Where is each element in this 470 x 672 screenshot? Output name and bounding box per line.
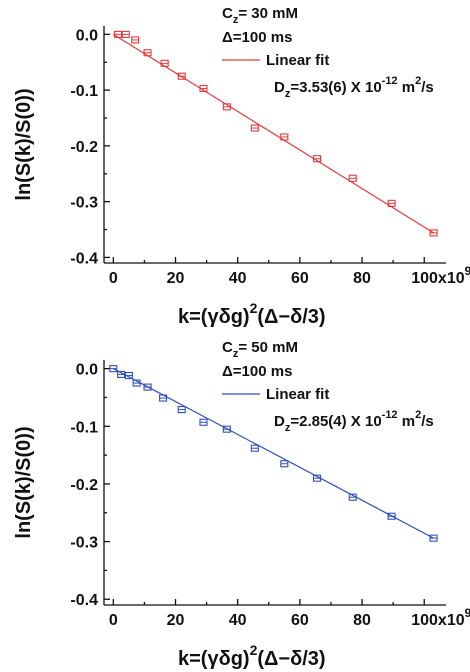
data-point [121, 30, 130, 38]
x-axis-title-tail: (Δ−δ/3) [257, 306, 325, 328]
annotation-concentration-symbol: C [222, 5, 233, 22]
annotation-diffusion-value: =2.85(4) X 10 [290, 413, 381, 430]
annotation-diffusion-value: =3.53(6) X 10 [290, 79, 381, 96]
x-tick-label: 80 [353, 270, 371, 287]
x-axis-title-main: k=(γδg) [178, 306, 250, 328]
data-point [429, 229, 438, 237]
data-point [143, 49, 152, 57]
legend-label: Linear fit [266, 52, 329, 69]
data-point [312, 474, 322, 482]
data-point [312, 155, 322, 163]
y-tick-label: 0.0 [76, 27, 98, 44]
y-tick-label: -0.3 [70, 535, 98, 552]
y-tick-label: -0.2 [70, 139, 98, 156]
x-axis-title-tail: (Δ−δ/3) [257, 648, 325, 670]
x-tick-label: 60 [291, 270, 309, 287]
annotation-concentration-sub: z [233, 14, 239, 26]
x-tick-label: 40 [229, 612, 247, 629]
data-point [132, 379, 141, 387]
y-tick-label: -0.4 [70, 250, 98, 267]
y-axis-title: ln(S(k)/S(0)) [13, 426, 35, 538]
y-tick-label: -0.1 [70, 419, 98, 436]
y-tick-label: -0.3 [70, 195, 98, 212]
data-point [387, 512, 396, 520]
annotation-diffusion-exp: -12 [382, 75, 398, 87]
y-tick-label: -0.2 [70, 477, 98, 494]
x-axis-title-exp: 2 [250, 642, 258, 658]
legend-label: Linear fit [266, 386, 329, 403]
x-tick-label: 40 [229, 270, 247, 287]
x-axis-title: k=(γδg)2(Δ−δ/3) [178, 642, 326, 670]
data-point [429, 534, 438, 542]
annotation-delta: Δ=100 ms [222, 363, 292, 380]
data-point [113, 30, 123, 38]
x-tick-label: 0 [109, 612, 118, 629]
y-tick-label: -0.1 [70, 83, 98, 100]
annotation-diffusion-unit-exp: 2 [415, 409, 421, 421]
data-point [222, 103, 231, 111]
annotation-diffusion-unit: m [398, 79, 416, 96]
data-point [143, 383, 152, 391]
data-point [199, 84, 208, 93]
x-axis-title-main: k=(γδg) [178, 648, 250, 670]
data-point [124, 372, 133, 380]
annotation-diffusion-symbol: D [274, 79, 285, 96]
y-tick-label: -0.4 [70, 592, 98, 609]
x-tick-label-text: 100x10 [411, 270, 464, 287]
x-tick-label: 20 [167, 270, 185, 287]
x-tick-label: 60 [291, 612, 309, 629]
x-tick-label: 100x109 [411, 606, 470, 629]
x-tick-exponent: 9 [465, 606, 470, 620]
annotation-diffusion-unit-exp: 2 [415, 75, 421, 87]
y-tick-label: 0.0 [76, 362, 98, 379]
x-tick-label: 20 [167, 612, 185, 629]
chart-panel-2: 0.0 -0.1 -0.2 -0.3 -0.4 0 20 40 60 80 100x109 ln(S(… [13, 339, 470, 670]
annotation-delta: Δ=100 ms [222, 29, 292, 46]
data-point [177, 72, 186, 80]
x-tick-label: 80 [353, 612, 371, 629]
x-tick-label-text: 100x10 [411, 612, 464, 629]
data-point [387, 199, 396, 207]
data-point [131, 36, 140, 44]
data-point [280, 460, 289, 468]
annotation-diffusion-unit-tail: /s [421, 79, 434, 96]
data-point [250, 124, 259, 132]
fit-line [113, 33, 434, 234]
x-tick-label: 0 [109, 270, 118, 287]
x-tick-exponent: 9 [465, 264, 470, 278]
annotation-diffusion-symbol: D [274, 413, 285, 430]
annotation-concentration-value: = 30 mM [238, 5, 298, 22]
annotation-concentration-value: = 50 mM [238, 339, 298, 356]
data-point [222, 425, 231, 433]
data-point [109, 365, 118, 373]
annotation-diffusion: Dz=2.85(4) X 10-12 m2/s [274, 409, 434, 434]
annotation-diffusion-sub: z [285, 422, 291, 434]
annotation-diffusion: Dz=3.53(6) X 10-12 m2/s [274, 75, 434, 100]
data-point [117, 370, 126, 378]
data-point [199, 418, 208, 426]
data-point [348, 493, 357, 501]
annotation-concentration: Cz= 50 mM [222, 339, 298, 360]
data-point [280, 133, 289, 141]
y-axis-title: ln(S(k)/S(0)) [13, 88, 35, 200]
annotation-diffusion-sub: z [285, 88, 291, 100]
data-point [250, 444, 259, 452]
annotation-concentration: Cz= 30 mM [222, 5, 298, 26]
data-point [160, 59, 169, 67]
x-tick-label: 100x109 [411, 264, 470, 287]
annotation-diffusion-exp: -12 [382, 409, 398, 421]
data-point [348, 174, 357, 182]
data-point [177, 406, 186, 414]
x-axis-title: k=(γδg)2(Δ−δ/3) [178, 300, 326, 328]
annotation-diffusion-unit-tail: /s [421, 413, 434, 430]
x-axis-title-exp: 2 [250, 300, 258, 316]
data-point [159, 394, 168, 402]
annotation-concentration-sub: z [233, 348, 239, 360]
annotation-diffusion-unit: m [398, 413, 416, 430]
annotation-concentration-symbol: C [222, 339, 233, 356]
chart-panel-1: 0.0 -0.1 -0.2 -0.3 -0.4 0 20 40 60 80 100x109 ln(S(… [13, 5, 470, 328]
